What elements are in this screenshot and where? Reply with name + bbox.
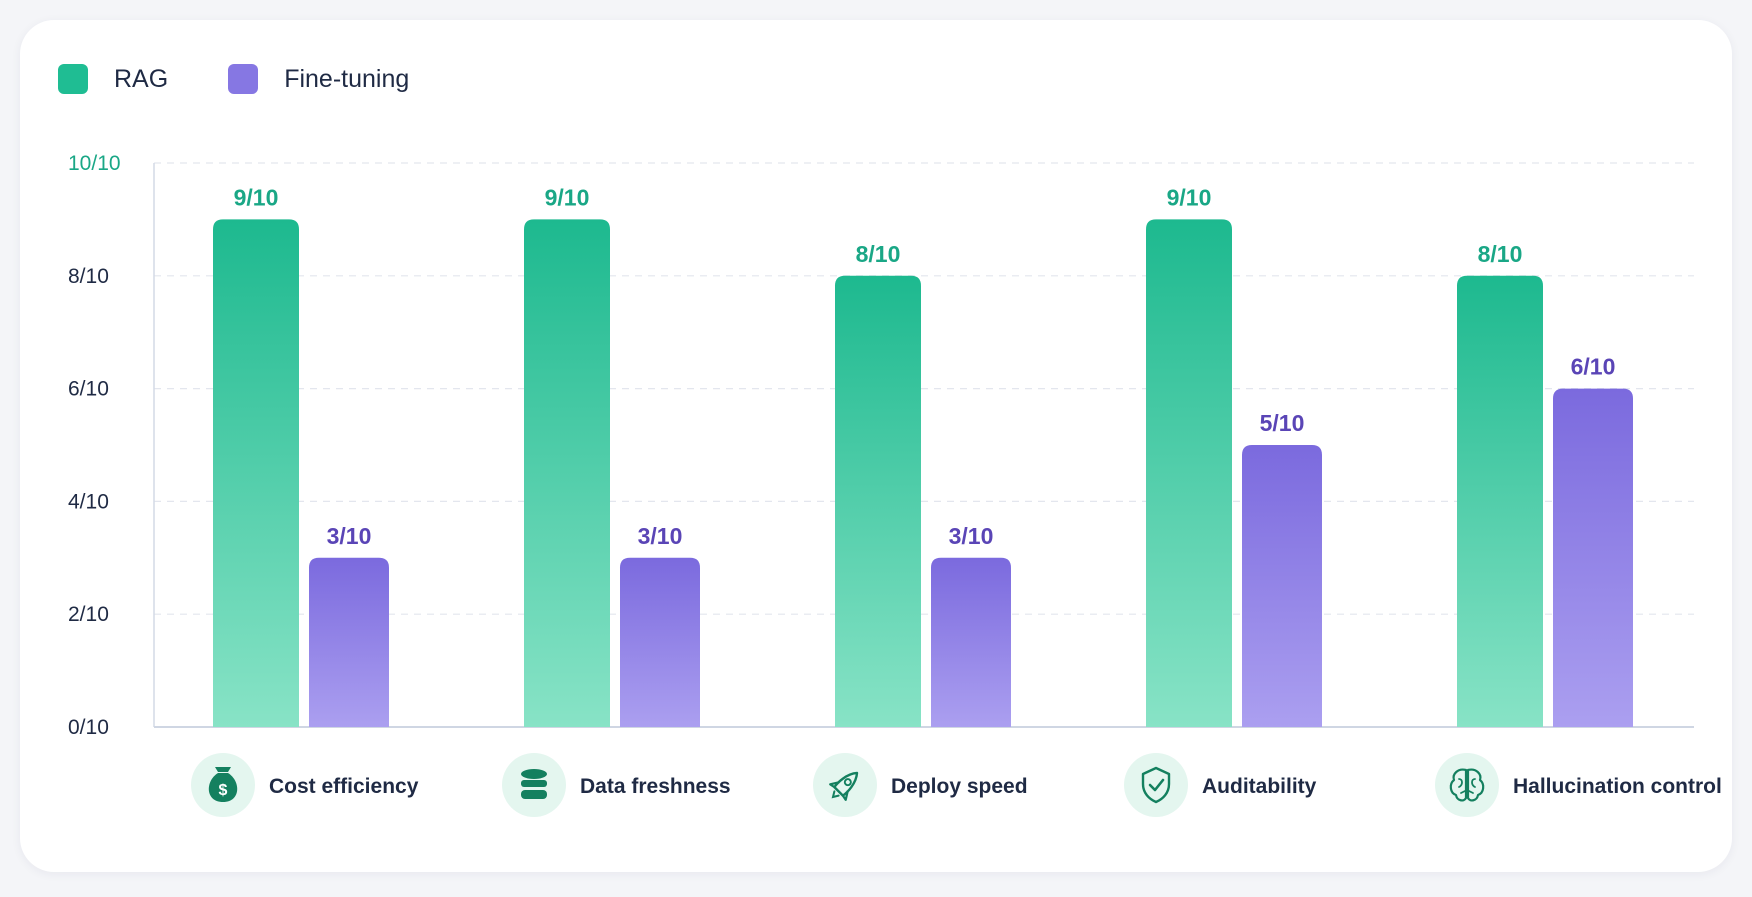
- brain-icon: [1435, 753, 1499, 817]
- legend: RAG Fine-tuning: [58, 64, 469, 94]
- category-label: Deploy speed: [891, 775, 1028, 798]
- y-tick-label: 2/10: [68, 603, 109, 626]
- category-item: Data freshness: [502, 753, 731, 817]
- legend-label-fine-tuning: Fine-tuning: [284, 64, 410, 93]
- category-label: Cost efficiency: [269, 775, 419, 798]
- y-tick-label: 10/10: [68, 152, 121, 175]
- category-item: Auditability: [1124, 753, 1317, 817]
- rocket-icon: [813, 753, 877, 817]
- value-label-fine-tuning: 5/10: [1260, 410, 1305, 436]
- money-bag-icon: $: [191, 753, 255, 817]
- value-label-fine-tuning: 3/10: [638, 523, 683, 549]
- value-label-rag: 8/10: [856, 241, 901, 267]
- value-label-rag: 9/10: [234, 184, 279, 210]
- bar-fine-tuning[interactable]: [1553, 388, 1633, 727]
- bar-fine-tuning[interactable]: [309, 557, 389, 727]
- value-label-rag: 9/10: [1167, 184, 1212, 210]
- category-label: Auditability: [1202, 775, 1317, 798]
- bar-fine-tuning[interactable]: [1242, 445, 1322, 727]
- database-icon: [502, 753, 566, 817]
- y-tick-label: 8/10: [68, 265, 109, 288]
- legend-item-rag[interactable]: RAG: [58, 64, 168, 94]
- grid-lines: [153, 162, 1694, 728]
- y-tick-label: 4/10: [68, 490, 109, 513]
- bar-rag[interactable]: [1457, 275, 1543, 727]
- y-tick-label: 0/10: [68, 716, 109, 739]
- category-item: Hallucination control: [1435, 753, 1722, 817]
- value-label-fine-tuning: 3/10: [949, 523, 994, 549]
- legend-item-fine-tuning[interactable]: Fine-tuning: [228, 64, 409, 94]
- bar-rag[interactable]: [213, 219, 299, 727]
- bar-rag[interactable]: [524, 219, 610, 727]
- category-label: Hallucination control: [1513, 775, 1722, 798]
- bars: [213, 219, 1633, 727]
- value-labels: 9/10 3/10 9/10 3/10 8/10 3/10 9/10 5/10 8/10 6/10: [234, 184, 1616, 548]
- bar-rag[interactable]: [1146, 219, 1232, 727]
- svg-text:$: $: [219, 782, 228, 799]
- legend-swatch-rag: [58, 64, 88, 94]
- category-item: $ Cost efficiency: [191, 753, 419, 817]
- value-label-fine-tuning: 6/10: [1571, 354, 1616, 380]
- category-item: Deploy speed: [813, 753, 1028, 817]
- category-label: Data freshness: [580, 775, 731, 798]
- y-axis-ticks: 0/10 2/10 4/10 6/10 8/10 10/10: [68, 152, 121, 739]
- bar-rag[interactable]: [835, 275, 921, 727]
- value-label-rag: 8/10: [1478, 241, 1523, 267]
- value-label-fine-tuning: 3/10: [327, 523, 372, 549]
- shield-check-icon: [1124, 753, 1188, 817]
- value-label-rag: 9/10: [545, 184, 590, 210]
- category-axis: $ Cost efficiency Data freshness Deploy spe…: [191, 753, 1722, 817]
- y-tick-label: 6/10: [68, 378, 109, 401]
- legend-swatch-fine-tuning: [228, 64, 259, 94]
- bar-fine-tuning[interactable]: [620, 557, 700, 727]
- bar-fine-tuning[interactable]: [931, 557, 1011, 727]
- legend-label-rag: RAG: [114, 64, 169, 93]
